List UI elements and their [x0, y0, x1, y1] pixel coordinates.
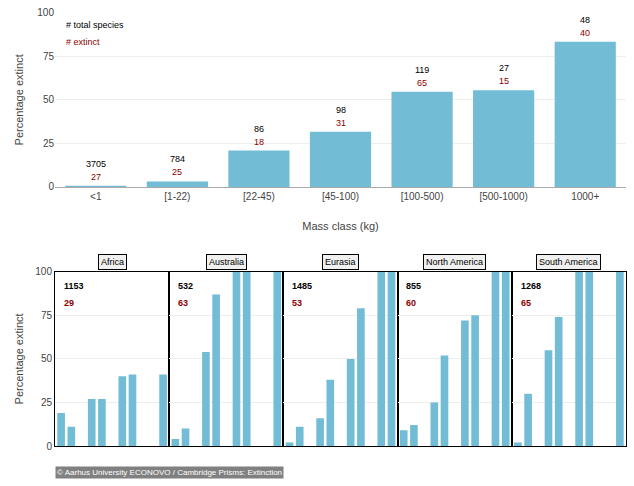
svg-text:1485: 1485: [292, 281, 312, 291]
svg-text:1153: 1153: [64, 281, 84, 291]
svg-text:[1-22): [1-22): [164, 191, 190, 202]
svg-text:© Aarhus University ECONOVO /: © Aarhus University ECONOVO / Cambridge …: [57, 468, 282, 477]
svg-text:0: 0: [46, 441, 52, 452]
svg-text:53: 53: [292, 298, 302, 308]
svg-text:60: 60: [406, 298, 416, 308]
svg-text:1000+: 1000+: [571, 191, 599, 202]
svg-text:50: 50: [43, 94, 55, 105]
svg-text:100: 100: [37, 7, 54, 18]
svg-text:100: 100: [35, 266, 52, 277]
svg-text:25: 25: [43, 138, 55, 149]
svg-text:Percentage extinct: Percentage extinct: [13, 54, 25, 145]
svg-text:119: 119: [415, 65, 429, 75]
svg-text:50: 50: [41, 353, 53, 364]
svg-text:98: 98: [336, 105, 346, 115]
svg-text:25: 25: [41, 397, 53, 408]
svg-text:75: 75: [41, 310, 53, 321]
svg-text:27: 27: [499, 63, 509, 73]
svg-text:[100-500): [100-500): [401, 191, 444, 202]
svg-text:[500-1000): [500-1000): [479, 191, 527, 202]
svg-text:18: 18: [254, 137, 264, 147]
svg-text:86: 86: [254, 124, 264, 134]
svg-text:0: 0: [48, 181, 54, 192]
svg-text:784: 784: [170, 154, 185, 164]
svg-text:Africa: Africa: [101, 257, 124, 267]
svg-text:63: 63: [178, 298, 188, 308]
svg-text:<1: <1: [90, 191, 102, 202]
svg-text:Percentage extinct: Percentage extinct: [13, 313, 25, 404]
svg-text:25: 25: [172, 167, 182, 177]
svg-text:[45-100): [45-100): [322, 191, 359, 202]
svg-text:31: 31: [336, 118, 346, 128]
svg-text:Australia: Australia: [209, 257, 244, 267]
svg-text:65: 65: [521, 298, 531, 308]
svg-text:# extinct: # extinct: [66, 37, 100, 47]
svg-text:Mass class (kg): Mass class (kg): [302, 220, 378, 232]
svg-text:27: 27: [91, 172, 101, 182]
svg-text:3705: 3705: [86, 159, 106, 169]
svg-text:1268: 1268: [521, 281, 541, 291]
svg-text:Eurasia: Eurasia: [325, 257, 356, 267]
svg-text:532: 532: [178, 281, 193, 291]
svg-text:75: 75: [43, 51, 55, 62]
svg-text:40: 40: [580, 28, 590, 38]
svg-text:North America: North America: [426, 257, 483, 267]
svg-text:855: 855: [406, 281, 421, 291]
svg-text:# total species: # total species: [66, 20, 124, 30]
svg-text:29: 29: [64, 298, 74, 308]
svg-text:48: 48: [580, 15, 590, 25]
svg-text:South America: South America: [539, 257, 598, 267]
svg-text:[22-45): [22-45): [243, 191, 275, 202]
svg-text:65: 65: [417, 78, 427, 88]
svg-text:15: 15: [499, 76, 509, 86]
